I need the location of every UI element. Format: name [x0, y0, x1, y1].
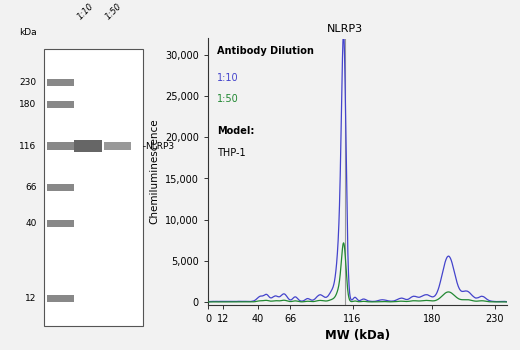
FancyBboxPatch shape	[103, 142, 132, 150]
Text: 66: 66	[25, 183, 37, 192]
FancyBboxPatch shape	[47, 184, 74, 191]
Text: 40: 40	[25, 219, 37, 228]
Text: Model:: Model:	[217, 126, 254, 136]
Text: Antibody Dilution: Antibody Dilution	[217, 47, 314, 56]
Text: 180: 180	[19, 100, 37, 109]
FancyBboxPatch shape	[47, 101, 74, 108]
Text: 1:50: 1:50	[103, 2, 124, 21]
Text: 1:50: 1:50	[217, 94, 239, 104]
FancyBboxPatch shape	[74, 140, 102, 152]
FancyBboxPatch shape	[47, 79, 74, 86]
FancyBboxPatch shape	[47, 295, 74, 302]
Text: NLRP3: NLRP3	[327, 25, 363, 34]
Text: 230: 230	[20, 78, 37, 87]
Text: 116: 116	[19, 142, 37, 150]
Text: THP-1: THP-1	[217, 148, 245, 158]
Text: NLRP3: NLRP3	[145, 142, 174, 150]
Text: kDa: kDa	[19, 28, 37, 37]
Y-axis label: Chemiluminescence: Chemiluminescence	[149, 119, 160, 224]
FancyBboxPatch shape	[47, 142, 74, 150]
Text: 1:10: 1:10	[217, 73, 239, 83]
Text: 1:10: 1:10	[76, 2, 96, 21]
Text: 12: 12	[25, 294, 37, 303]
FancyBboxPatch shape	[44, 49, 144, 326]
X-axis label: MW (kDa): MW (kDa)	[325, 329, 390, 342]
FancyBboxPatch shape	[47, 220, 74, 228]
